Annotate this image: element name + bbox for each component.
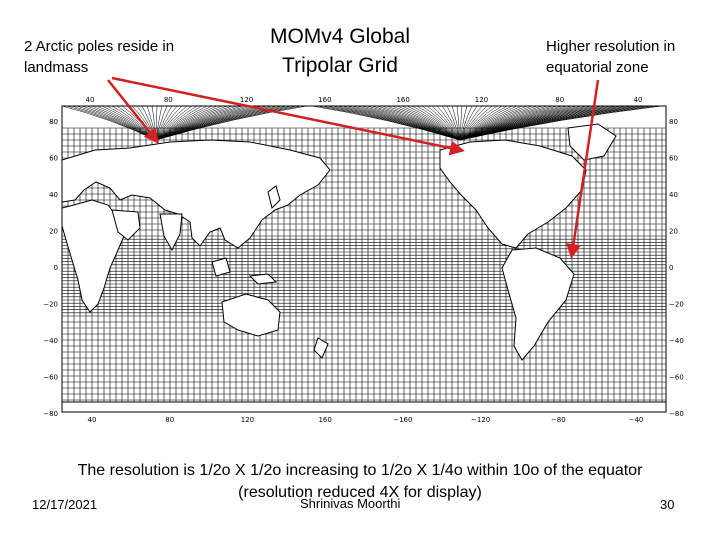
annotation-arctic-poles: 2 Arctic poles reside in landmass <box>24 38 175 76</box>
left-tick-label: −40 <box>43 337 58 345</box>
top-tick-label: 160 <box>396 96 409 104</box>
grid-arctic-curve <box>386 106 461 141</box>
bottom-tick-label: 160 <box>318 416 331 424</box>
map-frame <box>61 105 667 413</box>
landmasses <box>62 123 666 412</box>
grid-arctic-curve <box>459 106 473 141</box>
north-america-land <box>439 139 587 249</box>
bottom-tick-label: 120 <box>241 416 254 424</box>
borneo-land <box>211 257 231 277</box>
grid-arctic-curve <box>155 106 198 141</box>
annotation-equatorial-resolution: Higher resolution in equatorial zone <box>546 38 676 76</box>
right-tick-label: 60 <box>669 155 678 163</box>
top-tick-label: 120 <box>475 96 488 104</box>
grid-arctic-curve <box>459 106 498 141</box>
antarctica-land <box>62 401 666 412</box>
bottom-tick-label: −160 <box>393 416 412 424</box>
top-tick-label: 80 <box>164 96 173 104</box>
grid-arctic-curve <box>459 106 663 141</box>
footer-date: 12/17/2021 <box>32 497 98 512</box>
grid-arctic-curve <box>459 106 483 141</box>
caption-line-2: (resolution reduced 4X for display) <box>238 484 482 501</box>
bottom-tick-label: 80 <box>165 416 174 424</box>
grid-arctic-curve <box>431 106 461 141</box>
bottom-tick-label: −80 <box>551 416 566 424</box>
arrow-to-pole-siberia <box>107 79 160 144</box>
grid-arctic-curve <box>441 106 461 141</box>
slide-title: MOMv4 Global Tripolar Grid <box>269 25 411 77</box>
grid-arctic-curve <box>396 106 461 141</box>
grid-arctic-curve <box>411 106 461 141</box>
left-tick-label: −60 <box>43 374 58 382</box>
grid-arctic-curve <box>406 106 461 141</box>
right-tick-label: 20 <box>669 228 678 236</box>
arrow-to-pole-canada <box>111 76 465 156</box>
grid-arctic-curve <box>451 106 461 141</box>
right-tick-label: −80 <box>669 410 684 418</box>
left-tick-label: 80 <box>49 118 58 126</box>
grid-arctic-curve <box>446 106 461 141</box>
grid-arctic-curve <box>401 106 461 141</box>
grid-arctic-curve <box>426 106 461 141</box>
slide-caption: The resolution is 1/2o X 1/2o increasing… <box>40 460 680 504</box>
grid-arctic-curve <box>391 106 461 141</box>
bottom-tick-label: −40 <box>629 416 644 424</box>
left-tick-label: 60 <box>49 155 58 163</box>
grid-arctic-curve <box>416 106 461 141</box>
grid-arctic-curve <box>459 106 493 141</box>
grid-arctic-curve <box>459 106 468 141</box>
right-tick-label: 0 <box>669 264 673 272</box>
new-zealand-land <box>313 337 329 359</box>
grid-arctic-curve <box>459 106 478 141</box>
arrow-to-equator <box>566 79 600 259</box>
footer-author: Shrinivas Moorthi <box>300 496 401 511</box>
eurasia-land <box>62 139 331 249</box>
grid-arctic-curve <box>459 106 463 141</box>
south-america-land <box>501 247 575 361</box>
right-tick-label: 40 <box>669 191 678 199</box>
grid-arctic-curve <box>436 106 461 141</box>
new-guinea-land <box>248 273 278 285</box>
caption-line-1: The resolution is 1/2o X 1/2o increasing… <box>77 462 643 479</box>
right-tick-label: −60 <box>669 374 684 382</box>
annotation-arrows <box>107 76 600 259</box>
bottom-tick-label: −120 <box>471 416 490 424</box>
grid-arctic-curve <box>155 106 308 141</box>
grid-arctic-curve <box>456 106 461 141</box>
left-tick-label: 40 <box>49 191 58 199</box>
bottom-tick-label: 40 <box>88 416 97 424</box>
left-tick-label: 0 <box>54 264 58 272</box>
footer-page-number: 30 <box>660 497 675 512</box>
greenland-land <box>567 123 617 161</box>
right-tick-label: −40 <box>669 337 684 345</box>
top-tick-label: 40 <box>634 96 643 104</box>
map-tick-labels: 40 80 120 160 160 120 80 40 40 80 120 160 −160 −120 −… <box>43 96 684 424</box>
right-tick-label: 80 <box>669 118 678 126</box>
left-tick-label: −20 <box>43 301 58 309</box>
top-tick-label: 160 <box>318 96 331 104</box>
right-tick-label: −20 <box>669 301 684 309</box>
india-land <box>159 213 183 252</box>
grid-arctic-curve <box>459 106 503 141</box>
grid-arctic-curve <box>421 106 461 141</box>
left-tick-label: 20 <box>49 228 58 236</box>
japan-land <box>267 185 281 209</box>
grid-arctic-curve <box>459 106 488 141</box>
arabia-land <box>111 209 141 241</box>
australia-land <box>221 293 281 337</box>
top-tick-label: 80 <box>555 96 564 104</box>
left-tick-label: −80 <box>43 410 58 418</box>
top-tick-label: 120 <box>240 96 253 104</box>
top-tick-label: 40 <box>86 96 95 104</box>
